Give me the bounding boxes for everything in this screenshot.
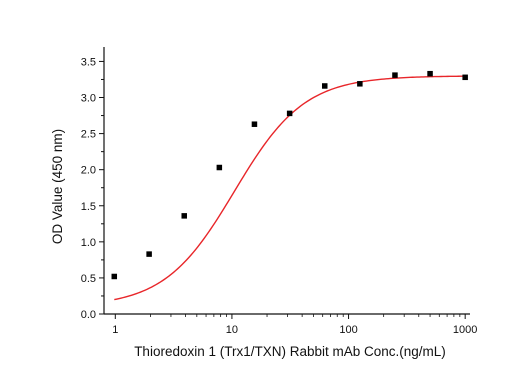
x-tick-label: 100 xyxy=(339,324,357,336)
y-tick-label: 0.0 xyxy=(81,309,96,321)
data-point xyxy=(146,251,152,257)
y-axis-label: OD Value (450 nm) xyxy=(50,129,65,244)
y-tick-label: 2.5 xyxy=(81,129,96,141)
y-tick-label: 2.0 xyxy=(81,165,96,177)
data-point xyxy=(111,273,118,280)
y-tick-label: 3.0 xyxy=(81,93,96,105)
x-tick-label: 1 xyxy=(112,324,118,336)
y-tick-label: 1.0 xyxy=(81,237,96,249)
data-point xyxy=(427,70,433,77)
y-tick-label: 1.5 xyxy=(81,201,96,213)
x-tick-label: 1000 xyxy=(453,324,477,336)
data-point xyxy=(286,110,293,117)
data-point xyxy=(392,72,398,78)
data-points-layer xyxy=(111,70,468,280)
data-point xyxy=(357,81,363,87)
y-tick-label: 3.5 xyxy=(81,56,96,68)
data-point xyxy=(462,74,468,81)
y-tick-label: 0.5 xyxy=(81,273,96,285)
x-tick-label: 10 xyxy=(226,324,238,336)
data-point xyxy=(216,164,223,171)
data-point xyxy=(251,121,258,127)
fit-curve xyxy=(114,75,466,301)
fit-curve-layer xyxy=(114,75,466,301)
x-axis-label: Thioredoxin 1 (Trx1/TXN) Rabbit mAb Conc… xyxy=(134,344,446,359)
data-point xyxy=(321,83,328,89)
chart-axes: 0.0 0.5 1.0 1.5 2.0 2.5 3.0 3.5 1 10 100 1000 xyxy=(81,47,477,336)
data-point xyxy=(181,213,187,219)
